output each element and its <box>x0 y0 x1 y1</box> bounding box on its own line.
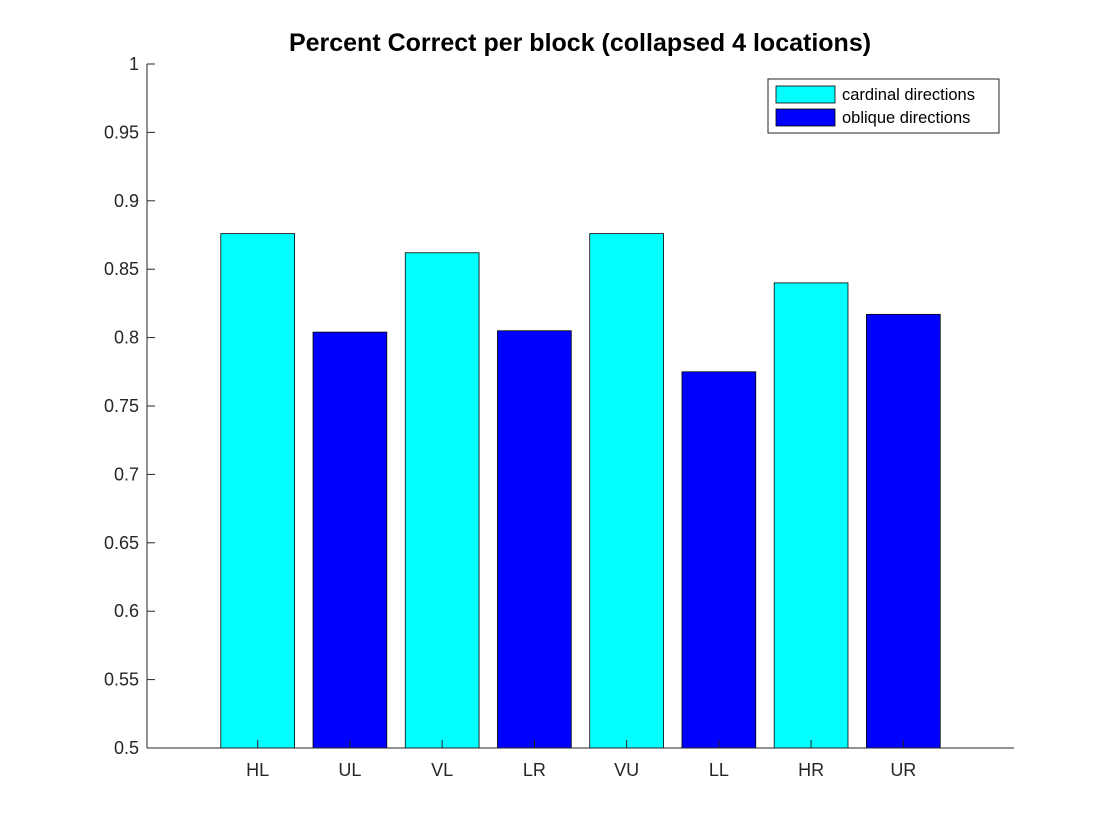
x-tick-label: HR <box>798 760 824 780</box>
y-tick-label: 0.85 <box>104 259 139 279</box>
y-tick-label: 0.65 <box>104 533 139 553</box>
x-tick-label: LR <box>523 760 546 780</box>
bar-hl <box>220 233 295 749</box>
bars-group <box>220 233 941 749</box>
y-tick-label: 1 <box>129 54 139 74</box>
y-tick-label: 0.55 <box>104 670 139 690</box>
y-tick-label: 0.8 <box>114 328 139 348</box>
y-tick-label: 0.9 <box>114 191 139 211</box>
bar-vu <box>589 233 664 749</box>
legend-label: oblique directions <box>842 109 970 127</box>
x-tick-label: UL <box>338 760 361 780</box>
bar-ur <box>866 313 941 749</box>
y-tick-label: 0.95 <box>104 122 139 142</box>
x-tick-label: LL <box>709 760 729 780</box>
chart-title: Percent Correct per block (collapsed 4 l… <box>289 29 871 57</box>
legend-swatch <box>775 108 836 127</box>
axes-group: 0.5 0.55 0.6 0.65 0.7 0.75 0.8 0.85 0.9 0.95 1 HL UL… <box>104 54 1014 780</box>
x-tick-label: HL <box>246 760 269 780</box>
bar-ul <box>312 331 388 749</box>
y-tick-label: 0.5 <box>114 738 139 758</box>
legend-label: cardinal directions <box>842 86 975 104</box>
bar-vl <box>404 252 480 749</box>
y-tick-label: 0.6 <box>114 601 139 621</box>
y-tick-label: 0.7 <box>114 464 139 484</box>
legend: cardinal directions oblique directions <box>767 78 1000 134</box>
bar-hr <box>773 282 849 749</box>
bar-lr <box>497 330 572 749</box>
x-tick-label: VU <box>614 760 639 780</box>
x-tick-label: UR <box>890 760 916 780</box>
x-tick-label: VL <box>431 760 453 780</box>
legend-swatch <box>775 85 836 104</box>
y-tick-label: 0.75 <box>104 396 139 416</box>
bar-ll <box>681 371 757 749</box>
